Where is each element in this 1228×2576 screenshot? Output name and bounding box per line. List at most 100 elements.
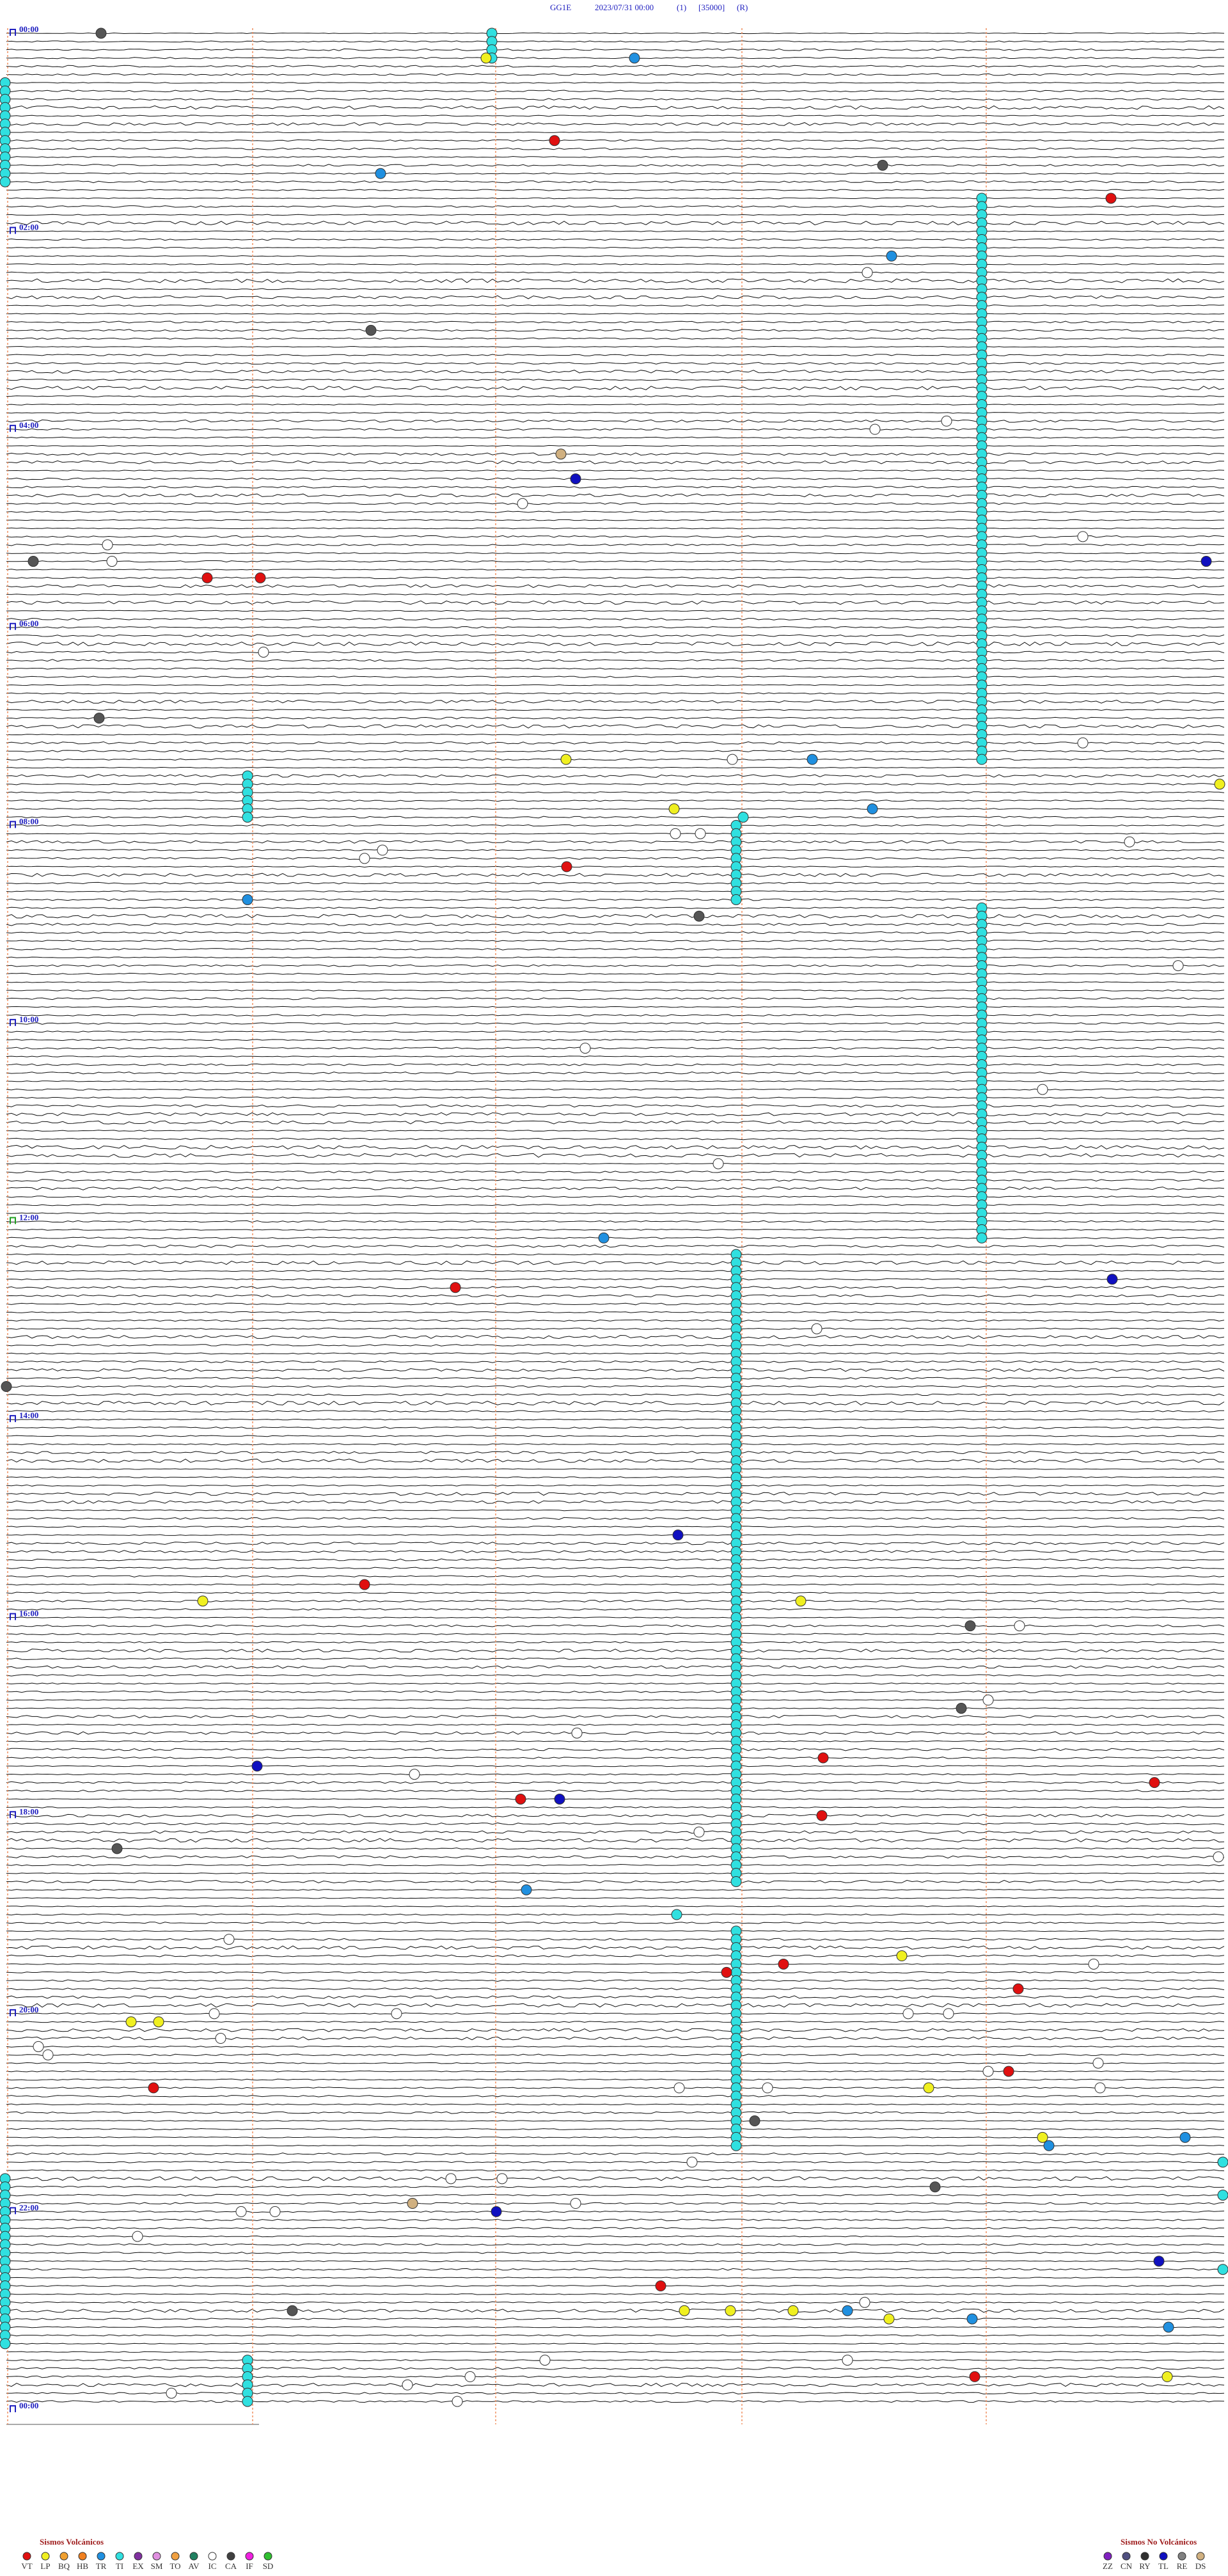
trace [6,1781,1225,1784]
event [549,135,560,146]
event [672,1529,684,1541]
event [452,2396,463,2407]
trace [6,1137,1225,1141]
event [251,1760,263,1772]
trace [6,493,1225,498]
event [1012,1983,1024,1995]
event [668,803,680,815]
legend-swatch [115,2552,124,2561]
event [521,1884,532,1895]
trace [6,1897,1225,1899]
trace [6,304,1225,307]
trace [6,2243,1225,2246]
event [923,2082,934,2094]
trace [6,1063,1225,1066]
legend-code: TO [169,2561,180,2571]
trace [6,1847,1225,1850]
event [570,2198,581,2209]
trace [6,2137,1225,2138]
time-label: 14:00 [19,1410,38,1420]
time-label: 18:00 [19,1806,38,1816]
trace [6,411,1225,414]
event [375,168,386,179]
event [209,2008,220,2019]
trace [6,1714,1225,1719]
trace [6,428,1225,431]
event [982,2066,994,2077]
trace [6,1294,1225,1297]
event [377,844,388,856]
event [762,2082,773,2094]
trace [6,436,1225,439]
trace [6,1352,1225,1355]
trace [6,164,1225,167]
trace [6,2235,1225,2238]
trace [6,659,1224,662]
event [1037,1084,1048,1095]
legend-swatch [1177,2552,1186,2561]
trace [6,1344,1225,1347]
trace [6,2053,1225,2057]
event [842,2305,853,2316]
trace [6,1616,1225,1619]
event [964,1620,976,1632]
event [409,1769,420,1780]
trace [6,1723,1225,1726]
event [1094,2082,1106,2094]
trace [6,354,1225,356]
trace [6,922,1225,926]
trace [6,1253,1225,1256]
trace [6,230,1225,232]
event [491,2206,502,2217]
trace [6,329,1225,332]
trace [6,2095,1225,2098]
hour-marker [10,226,16,234]
trace [6,1558,1225,1561]
event [929,2181,941,2193]
trace [6,1451,1225,1455]
event [902,2008,914,2019]
trace [6,1806,1225,1808]
trace [6,1319,1225,1322]
trace [6,379,1225,381]
trace [6,214,1225,216]
trace [6,1526,1225,1528]
event [269,2206,281,2217]
trace [6,734,1224,736]
event [867,803,878,815]
trace [6,1418,1225,1421]
trace [6,2070,1225,2073]
trace [6,791,1225,794]
legend-swatch [1140,2552,1149,2561]
trace [6,2036,1224,2041]
trace [6,1327,1225,1330]
trace [6,766,1224,769]
time-label: 12:00 [19,1213,38,1222]
trace [6,2293,1225,2295]
trace [6,1237,1225,1240]
event [673,2082,685,2094]
header: GG1E 2023/07/31 00:00 (1) [35000] (R) [550,3,748,12]
event [1106,1274,1118,1285]
hour-marker [10,2207,16,2215]
trace [6,1071,1225,1075]
event [956,1703,967,1714]
event [598,1232,610,1244]
trace [6,1599,1225,1602]
trace [6,857,1225,860]
event [1153,2256,1165,2267]
trace [6,2277,1225,2279]
traces [6,32,1225,2425]
trace [6,1260,1225,1265]
trace [6,361,1225,365]
event [561,861,572,873]
trace [6,881,1225,885]
trace [6,1228,1225,1231]
trace [6,2252,1225,2254]
trace [6,2334,1225,2337]
trace [6,1971,1225,1973]
trace [6,1120,1225,1125]
event [727,754,738,765]
legend-code: TL [1158,2561,1169,2571]
event [1037,2131,1048,2143]
